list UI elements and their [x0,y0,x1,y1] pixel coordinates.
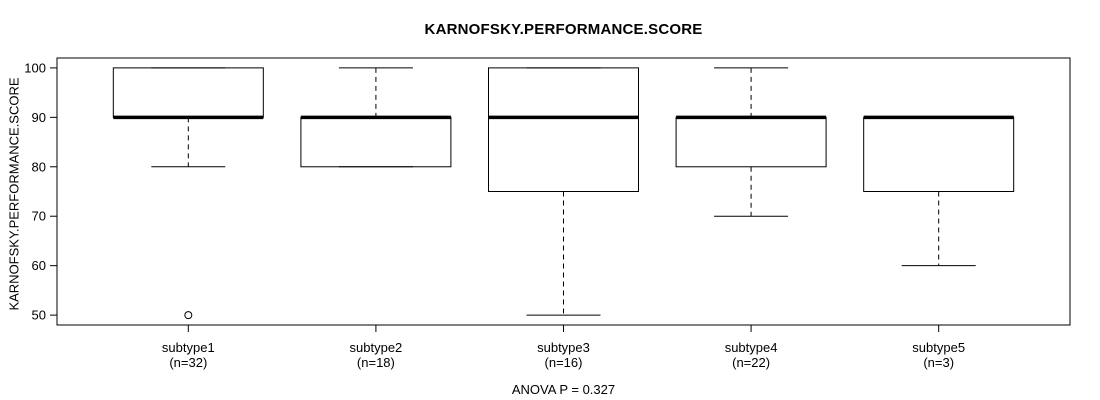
box [675,116,827,168]
y-tick-label: 90 [32,110,46,125]
x-category-label: subtype5 [912,340,965,355]
x-category-sublabel: (n=16) [545,355,583,370]
x-category-label: subtype2 [350,340,403,355]
box [863,116,1015,192]
x-category-sublabel: (n=22) [732,355,770,370]
x-category-sublabel: (n=18) [357,355,395,370]
box [300,116,452,168]
box [112,67,264,118]
anova-annotation: ANOVA P = 0.327 [511,382,616,397]
x-category-label: subtype1 [162,340,215,355]
chart-title: KARNOFSKY.PERFORMANCE.SCORE [424,21,703,38]
y-tick-label: 50 [32,308,46,323]
y-tick-label: 70 [32,209,46,224]
y-tick-label: 80 [32,159,46,174]
x-category-sublabel: (n=32) [169,355,207,370]
x-category-sublabel: (n=3) [923,355,954,370]
x-category-label: subtype4 [725,340,778,355]
y-tick-label: 100 [24,60,46,75]
box [488,67,639,192]
x-category-label: subtype3 [537,340,590,355]
outlier-point [184,311,193,320]
y-tick-label: 60 [32,258,46,273]
